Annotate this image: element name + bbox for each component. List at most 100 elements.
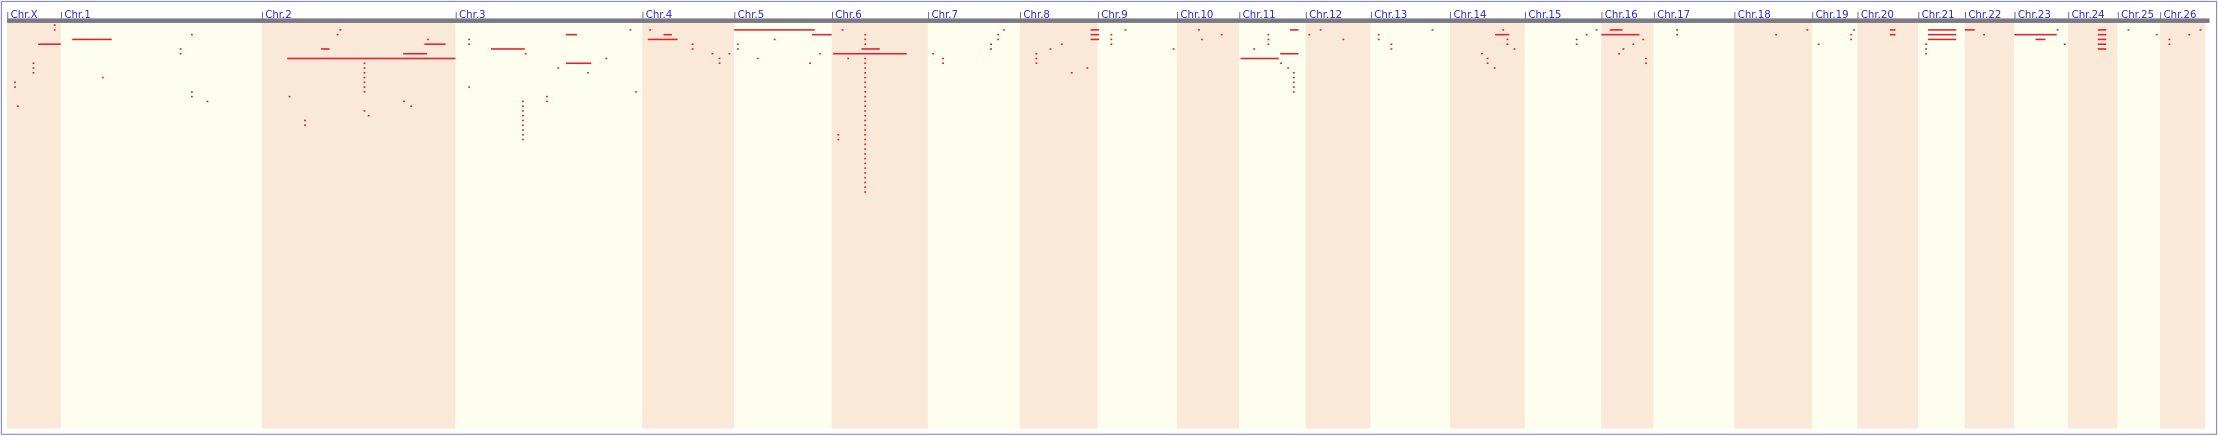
feature [468, 43, 471, 45]
chromosome-label: Chr.12 [1309, 10, 1342, 21]
chromosome-band [1305, 22, 1371, 429]
feature [1049, 48, 1052, 50]
feature [1292, 76, 1295, 79]
feature [864, 72, 867, 74]
feature [864, 181, 867, 184]
feature [864, 62, 867, 65]
feature [2097, 29, 2107, 31]
feature [864, 110, 867, 112]
feature [1676, 33, 1679, 36]
feature [2014, 33, 2057, 36]
feature [942, 57, 944, 60]
chromosome-label: Chr.25 [2121, 10, 2154, 21]
feature [1506, 38, 1509, 41]
feature [1431, 29, 1434, 31]
feature [647, 38, 678, 41]
feature [1513, 48, 1516, 50]
feature [864, 91, 867, 93]
feature [521, 129, 524, 131]
feature [864, 167, 867, 169]
feature [1280, 62, 1282, 65]
feature [1609, 29, 1623, 31]
feature [190, 95, 193, 98]
feature [1319, 29, 1322, 31]
feature [367, 114, 370, 117]
feature [1925, 52, 1928, 55]
feature [864, 191, 867, 193]
chromosome-label: Chr.6 [835, 10, 862, 21]
feature [864, 100, 867, 103]
feature [524, 52, 527, 55]
feature [932, 52, 935, 55]
feature [557, 67, 560, 69]
feature [190, 91, 193, 93]
feature [1110, 38, 1113, 41]
feature [339, 29, 342, 31]
feature [403, 100, 405, 103]
feature [864, 119, 867, 122]
feature [811, 33, 832, 36]
chromosome-label: Chr.16 [1605, 10, 1638, 21]
chromosome-label: Chr.22 [1968, 10, 2001, 21]
feature [864, 176, 867, 179]
feature [1481, 52, 1483, 55]
chromosome-band [1239, 22, 1306, 429]
chromosome-band [1601, 22, 1654, 429]
feature [1292, 86, 1295, 88]
feature [1806, 29, 1809, 31]
feature [2097, 33, 2107, 36]
feature [2168, 38, 2171, 41]
chromosome-label: Chr.5 [738, 10, 765, 21]
feature [410, 105, 413, 107]
chromosome-label: Chr.19 [1816, 10, 1849, 21]
feature [649, 29, 652, 31]
chromosome-label: Chr.20 [1861, 10, 1894, 21]
feature [468, 86, 471, 88]
chromosome-band [1370, 22, 1450, 429]
feature [1928, 29, 1957, 31]
feature [1964, 29, 1975, 31]
feature [424, 43, 446, 45]
feature [990, 48, 993, 50]
feature [1267, 33, 1270, 36]
feature [2097, 38, 2107, 41]
feature [101, 76, 104, 79]
header-bar [7, 18, 2210, 23]
feature [1850, 38, 1853, 41]
feature [864, 186, 867, 188]
feature [1090, 33, 1100, 36]
chromosome-band [1097, 22, 1177, 429]
feature [819, 52, 821, 55]
feature [32, 62, 35, 65]
chromosome-label: Chr.18 [1738, 10, 1771, 21]
chromosome-band [2117, 22, 2161, 429]
feature [1889, 33, 1896, 36]
feature [2188, 33, 2191, 36]
feature [711, 52, 714, 55]
chromosome-label: Chr.13 [1374, 10, 1407, 21]
feature [521, 133, 524, 136]
feature [206, 100, 209, 103]
feature [942, 62, 944, 65]
feature [1390, 48, 1393, 50]
feature [837, 138, 840, 141]
feature [864, 138, 867, 141]
feature [521, 124, 524, 127]
feature [864, 148, 867, 150]
feature [1240, 57, 1279, 60]
feature [734, 29, 815, 31]
feature [736, 43, 739, 45]
feature [304, 119, 306, 122]
feature [179, 48, 182, 50]
feature [1853, 29, 1855, 31]
feature [864, 43, 867, 45]
feature [1585, 33, 1588, 36]
feature [1925, 48, 1928, 50]
feature [1292, 91, 1295, 93]
feature [521, 114, 524, 117]
feature [1495, 33, 1510, 36]
feature [336, 33, 339, 36]
feature [1983, 33, 1986, 36]
feature [16, 105, 19, 107]
chromosome-label: Chr.10 [1180, 10, 1213, 21]
